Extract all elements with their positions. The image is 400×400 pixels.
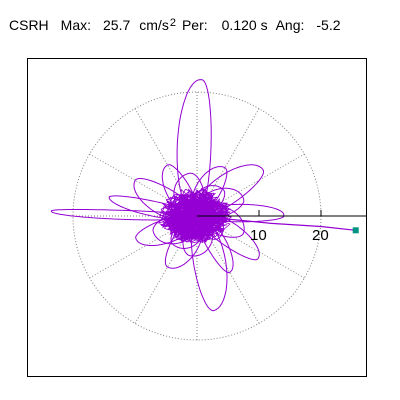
radial-tick-labels: 10 20 bbox=[250, 227, 329, 244]
max-unit-exponent: 2 bbox=[169, 17, 176, 29]
trace-tail bbox=[196, 215, 356, 231]
trace-end-marker bbox=[352, 227, 359, 234]
period-value: 0.120 s bbox=[221, 17, 268, 33]
trace-core bbox=[157, 187, 232, 244]
chart-header: CSRH Max: 25.7 cm/s2 Per: 0.120 s Ang: -5.2 bbox=[9, 17, 341, 35]
radial-tick-label-10: 10 bbox=[250, 227, 267, 244]
trace-loop bbox=[176, 79, 212, 217]
max-unit-base: cm/s bbox=[139, 17, 169, 33]
particle-motion-trace bbox=[50, 79, 356, 312]
plot-frame bbox=[27, 58, 367, 377]
max-label: Max: bbox=[60, 17, 92, 33]
polar-axes bbox=[197, 210, 366, 217]
max-unit: cm/s2 bbox=[139, 17, 176, 35]
period-label: Per: bbox=[181, 17, 208, 33]
angle-value: -5.2 bbox=[316, 17, 341, 33]
angle-label: Ang: bbox=[275, 17, 305, 33]
radial-tick-label-20: 20 bbox=[312, 227, 329, 244]
station-code: CSRH bbox=[9, 17, 49, 33]
max-value: 25.7 bbox=[103, 17, 131, 33]
